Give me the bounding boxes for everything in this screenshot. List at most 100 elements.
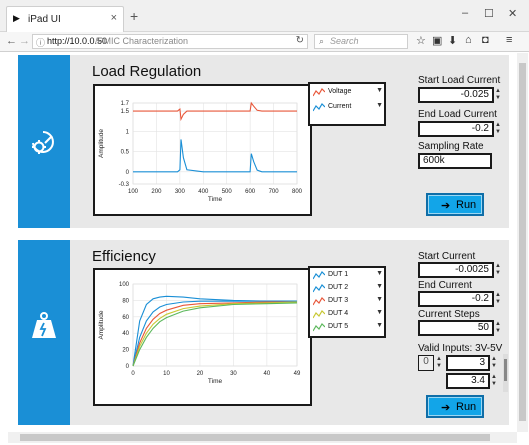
legend-item-dut-5[interactable]: DUT 5 ▼: [313, 322, 383, 334]
efficiency-run-button[interactable]: ➔ Run: [426, 395, 484, 418]
legend-label: DUT 3: [328, 297, 349, 304]
y-tick-label: 1.7: [121, 101, 130, 107]
vertical-scrollbar[interactable]: [517, 53, 528, 432]
play-icon: ▶: [13, 13, 20, 23]
bookmark-star-icon[interactable]: ☆: [416, 35, 426, 47]
pocket-icon[interactable]: ◘: [482, 34, 489, 46]
scrollbar-thumb[interactable]: [20, 434, 490, 441]
dropdown-arrow-icon[interactable]: ▼: [376, 296, 383, 303]
y-tick-label: 100: [119, 282, 130, 288]
end-load-current-stepper[interactable]: ▲ ▼: [495, 122, 501, 135]
sampling-rate-field[interactable]: 600k: [418, 153, 492, 169]
search-input[interactable]: ⌕ Search: [314, 34, 408, 49]
start-current-field[interactable]: -0.0025: [418, 262, 494, 278]
valid-input-1-stepper[interactable]: ▲ ▼: [491, 356, 497, 369]
dut-5-line-icon: [313, 323, 325, 332]
scrollbar-thumb[interactable]: [504, 359, 507, 381]
download-icon[interactable]: ⬇: [448, 35, 458, 47]
reading-list-icon[interactable]: ▣: [432, 35, 443, 47]
maximize-button[interactable]: ☐: [484, 8, 494, 20]
legend-item-dut-3[interactable]: DUT 3 ▼: [313, 296, 383, 308]
valid-inputs-scrollbar[interactable]: [503, 354, 508, 392]
dut-2-line-icon: [313, 284, 325, 293]
browser-tab-bar: ▶ iPad UI × + – ☐ ✕: [0, 0, 529, 32]
address-bar[interactable]: ⓘ http://10.0.0.50 /PMIC Characterizatio…: [32, 34, 308, 49]
legend-item-voltage[interactable]: Voltage ▼: [313, 87, 383, 99]
legend-item-dut-2[interactable]: DUT 2 ▼: [313, 283, 383, 295]
close-window-button[interactable]: ✕: [508, 8, 518, 20]
x-tick-label: 400: [198, 189, 209, 195]
dropdown-arrow-icon[interactable]: ▼: [376, 309, 383, 316]
y-tick-label: 20: [122, 348, 129, 354]
x-tick-label: 500: [222, 189, 233, 195]
page-content: Load Regulation 100 200 300 400 500 600 700 800…: [8, 53, 515, 432]
x-tick-label: 100: [128, 189, 139, 195]
end-current-stepper[interactable]: ▲ ▼: [495, 292, 501, 305]
legend-item-dut-4[interactable]: DUT 4 ▼: [313, 309, 383, 321]
dropdown-arrow-icon[interactable]: ▼: [376, 102, 383, 109]
minimize-button[interactable]: –: [462, 7, 469, 19]
run-label: Run: [456, 199, 477, 211]
tab-title: iPad UI: [28, 14, 61, 25]
x-axis-label: Time: [208, 378, 223, 385]
valid-input-2-field[interactable]: 3.4: [446, 373, 490, 389]
load-regulation-run-button[interactable]: ➔ Run: [426, 193, 484, 216]
load-regulation-chart: 100 200 300 400 500 600 700 800 1.7 1.5 1 0.5 0 -0.3 T…: [93, 84, 312, 216]
url-host: http://10.0.0.50: [47, 36, 108, 46]
weight-icon: [32, 312, 56, 338]
legend-item-current[interactable]: Current ▼: [313, 102, 383, 114]
valid-inputs-index[interactable]: 0: [418, 355, 434, 371]
end-current-label: End Current: [418, 280, 472, 291]
new-tab-button[interactable]: +: [130, 8, 139, 24]
dut-3-line-icon: [313, 297, 325, 306]
dropdown-arrow-icon[interactable]: ▼: [376, 322, 383, 329]
end-load-current-field[interactable]: -0.2: [418, 121, 494, 137]
series-line-dut-3: [132, 301, 297, 367]
reload-icon[interactable]: ↻: [295, 35, 304, 46]
end-current-field[interactable]: -0.2: [418, 291, 494, 307]
current-steps-stepper[interactable]: ▲ ▼: [495, 321, 501, 334]
x-tick-label: 30: [230, 371, 237, 377]
x-axis-label: Time: [208, 196, 223, 203]
efficiency-chart: 0 10 20 30 40 49 100 80 60 40 20 0 Time Amplitude: [93, 268, 312, 406]
y-axis-label: Amplitude: [98, 129, 105, 158]
scrollbar-thumb[interactable]: [519, 63, 526, 421]
load-regulation-panel: Load Regulation 100 200 300 400 500 600 700 800…: [18, 55, 509, 228]
run-label: Run: [456, 401, 477, 413]
dut-4-line-icon: [313, 310, 325, 319]
start-current-stepper[interactable]: ▲ ▼: [495, 263, 501, 276]
start-load-current-field[interactable]: -0.025: [418, 87, 494, 103]
valid-inputs-index-stepper[interactable]: ▲ ▼: [436, 356, 442, 369]
series-line-dut-2: [132, 300, 297, 367]
browser-tab[interactable]: ▶ iPad UI ×: [6, 6, 124, 32]
x-tick-label: 0: [131, 371, 135, 377]
start-current-label: Start Current: [418, 251, 476, 262]
info-icon: ⓘ: [36, 38, 46, 48]
forward-icon[interactable]: →: [19, 35, 30, 47]
x-tick-label: 700: [269, 189, 280, 195]
back-icon[interactable]: ←: [6, 35, 17, 47]
legend-label: Current: [328, 103, 352, 110]
url-path: /PMIC Characterization: [95, 36, 189, 46]
dropdown-arrow-icon[interactable]: ▼: [376, 87, 383, 94]
horizontal-scrollbar[interactable]: [8, 432, 517, 443]
valid-input-2-stepper[interactable]: ▲ ▼: [491, 374, 497, 387]
gauge-gear-icon: [32, 131, 54, 154]
current-steps-field[interactable]: 50: [418, 320, 494, 336]
legend-item-dut-1[interactable]: DUT 1 ▼: [313, 270, 383, 282]
dropdown-arrow-icon[interactable]: ▼: [376, 270, 383, 277]
valid-input-1-field[interactable]: 3: [446, 355, 490, 371]
y-tick-label: 0: [126, 364, 130, 370]
dropdown-arrow-icon[interactable]: ▼: [376, 283, 383, 290]
start-load-current-stepper[interactable]: ▲ ▼: [495, 88, 501, 101]
end-load-current-label: End Load Current: [418, 109, 497, 120]
x-tick-label: 200: [151, 189, 162, 195]
efficiency-legend: DUT 1 ▼ DUT 2 ▼ DUT 3 ▼ DUT 4 ▼ DUT 5: [308, 266, 386, 338]
home-icon[interactable]: ⌂: [465, 34, 472, 46]
valid-inputs-label: Valid Inputs: 3V-5V: [418, 343, 503, 354]
voltage-line-icon: [313, 88, 325, 97]
menu-icon[interactable]: ≡: [506, 34, 513, 46]
close-tab-icon[interactable]: ×: [110, 12, 117, 24]
series-line-dut-4: [132, 301, 298, 367]
x-tick-label: 600: [245, 189, 256, 195]
